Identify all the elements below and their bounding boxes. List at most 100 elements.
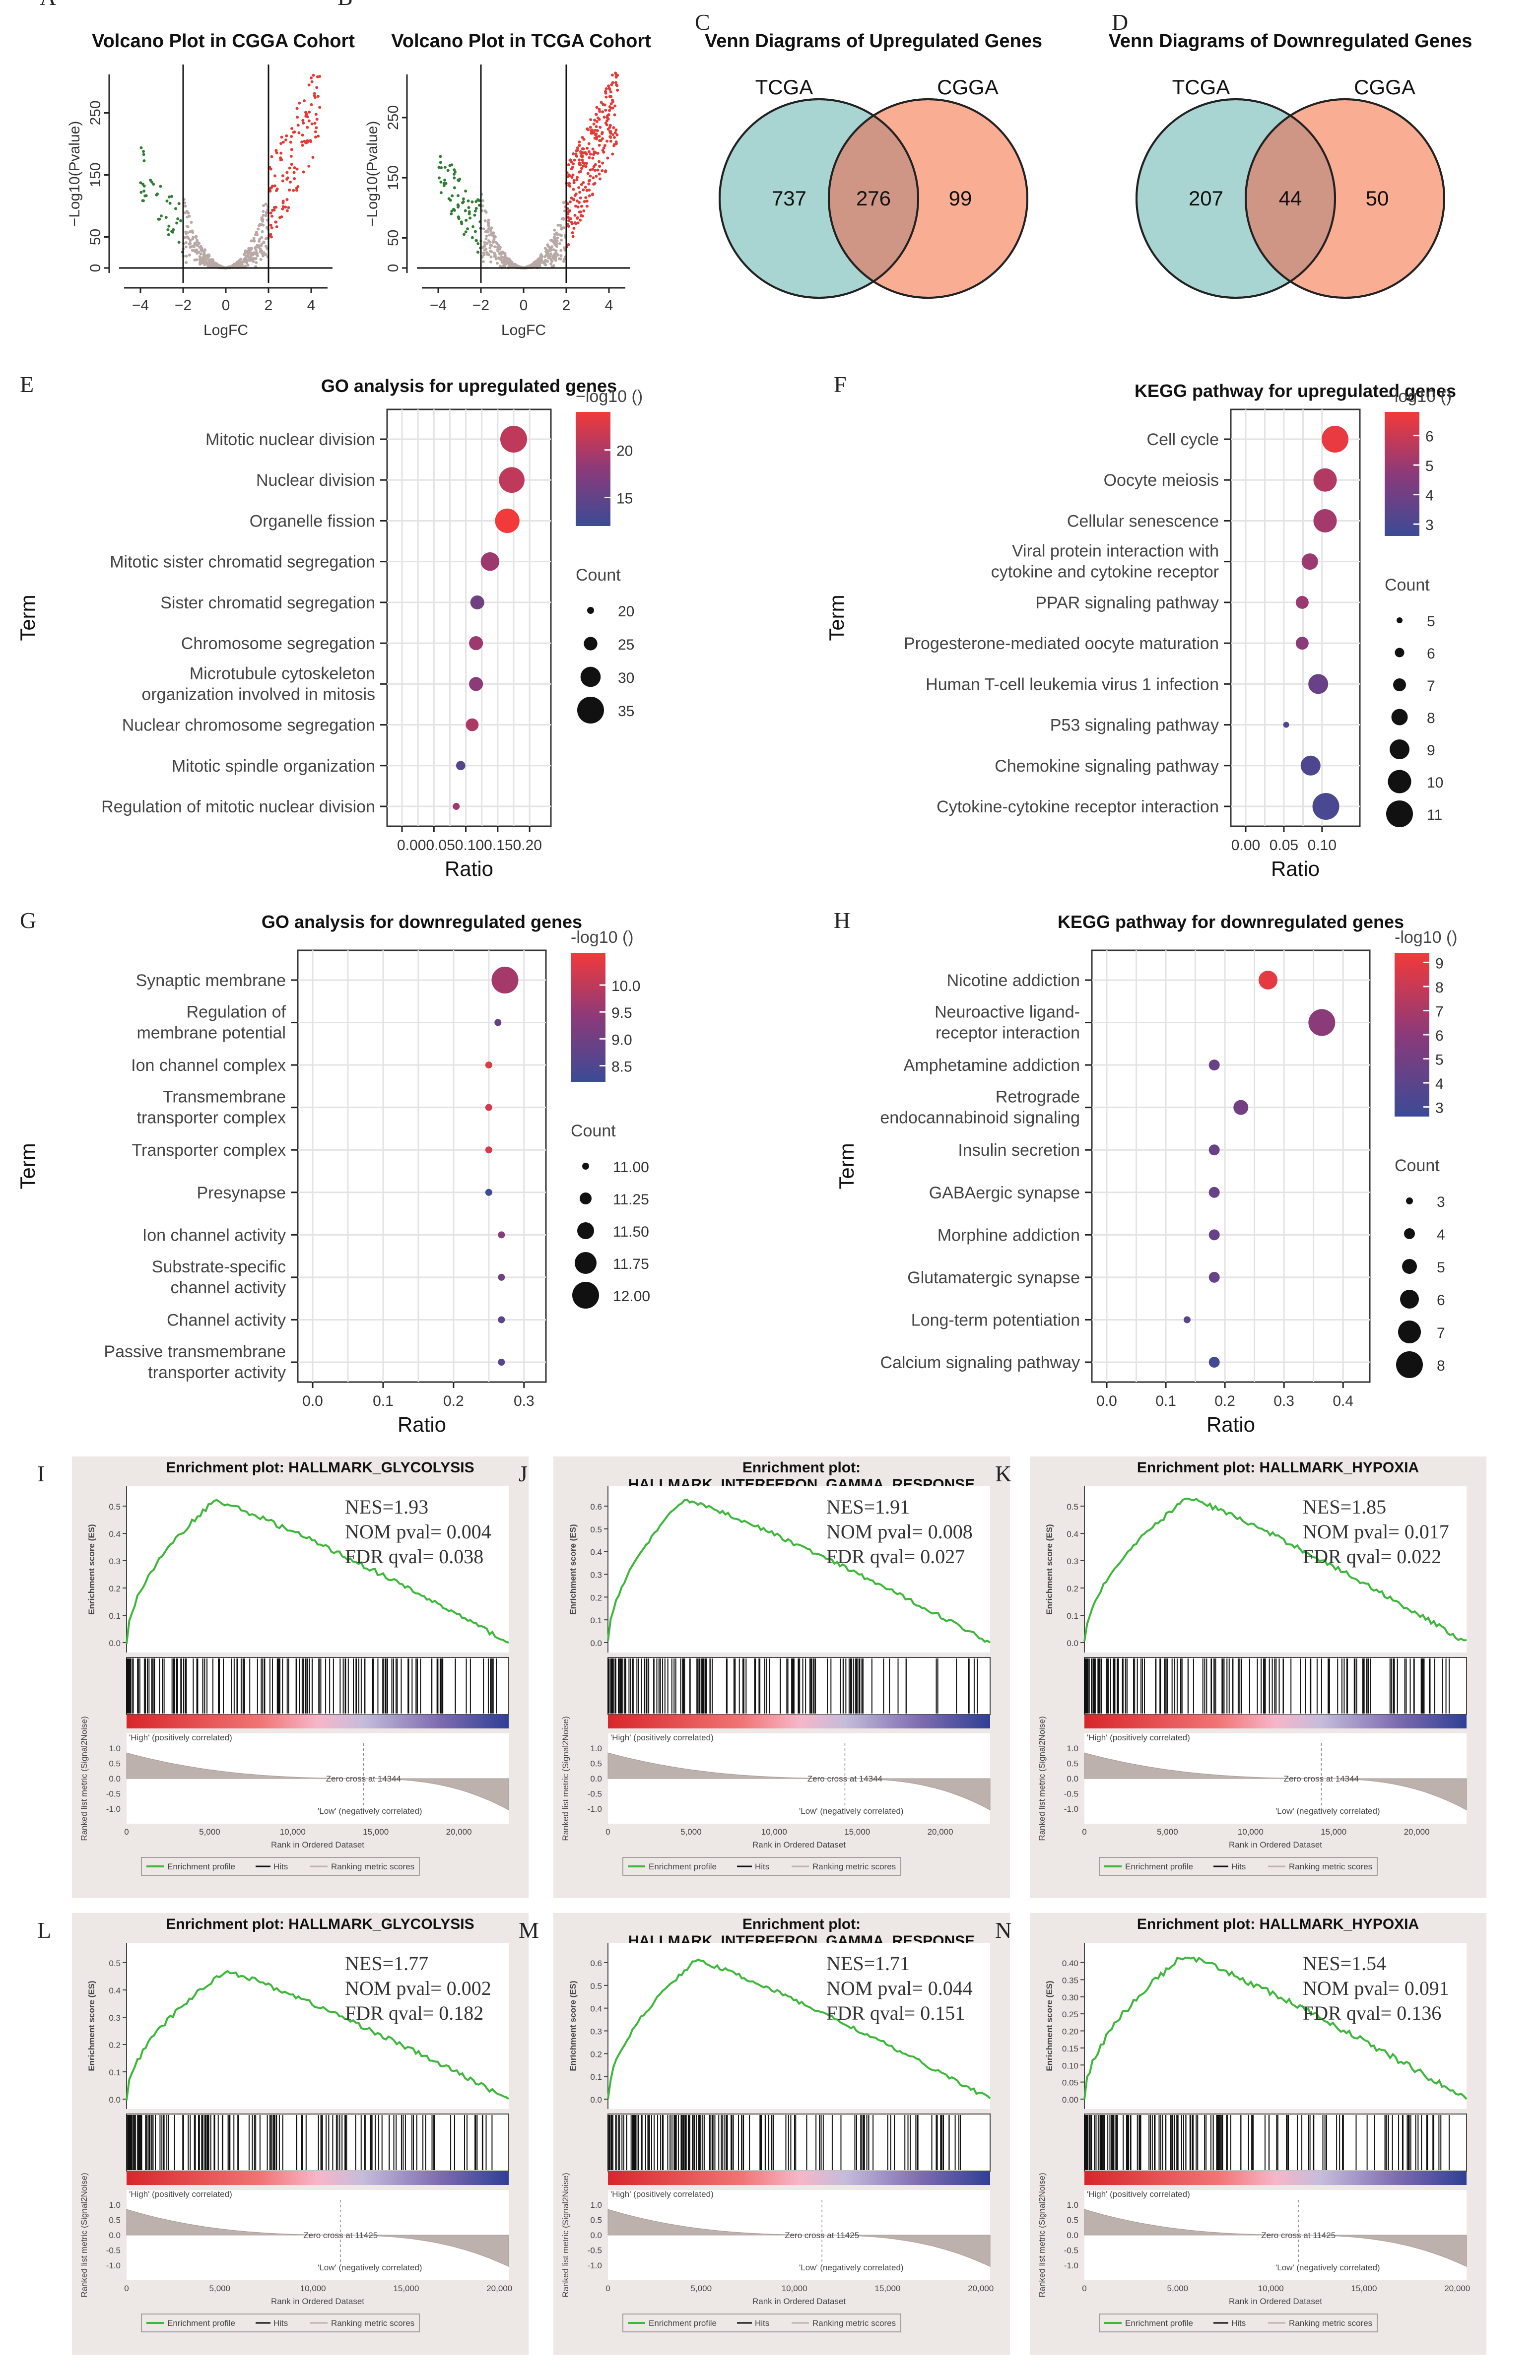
size-legend-dot: [1398, 1321, 1421, 1343]
volcano-point: [439, 161, 442, 164]
colorbar-tick-label: 8.5: [611, 1059, 632, 1075]
volcano-point: [186, 235, 189, 239]
volcano-point: [553, 240, 557, 243]
volcano-point: [316, 95, 320, 98]
dot: [1233, 1100, 1249, 1115]
volcano-point: [601, 110, 604, 114]
volcano-point: [284, 138, 287, 142]
volcano-point: [310, 80, 314, 83]
volcano-point: [464, 230, 468, 234]
plot-panel: [1230, 408, 1361, 827]
volcano-point: [583, 162, 586, 165]
legend-profile-label: Enrichment profile: [649, 1862, 717, 1871]
volcano-point: [273, 184, 276, 188]
volcano-point: [451, 194, 454, 198]
volcano-point: [578, 158, 581, 162]
term-label: Cytokine-cytokine receptor interaction: [937, 797, 1219, 816]
volcano-point: [261, 230, 264, 233]
colorbar-tick-label: 3: [1425, 517, 1434, 533]
term-label: Synaptic membrane: [136, 971, 286, 990]
size-legend-dot: [1393, 678, 1406, 691]
volcano-point: [167, 233, 170, 237]
volcano-point: [566, 216, 570, 219]
es-tick-label: 0.0: [590, 1639, 602, 1648]
volcano-point: [142, 159, 146, 162]
metric-tick-label: 0.0: [109, 2231, 121, 2240]
es-tick-label: 0.0: [1067, 1639, 1078, 1648]
fdr-qval: FDR qval= 0.136: [1303, 2002, 1441, 2024]
y-tick-label: 250: [87, 100, 104, 125]
colorbar-title: -log10 (): [1395, 928, 1458, 947]
gsea-K: K Enrichment plot: HALLMARK_HYPOXIA 0.5 0.4…: [995, 1456, 1486, 1898]
enrichment-curve: [1083, 1956, 1468, 2100]
volcano-point: [269, 211, 272, 215]
es-tick-label: 0.5: [109, 1959, 121, 1968]
volcano-point: [563, 209, 566, 213]
volcano-point: [467, 199, 470, 202]
volcano-point: [269, 235, 273, 239]
volcano-point: [188, 253, 191, 257]
panel-label: L: [37, 1917, 51, 1943]
size-legend-label: 11: [1427, 807, 1442, 823]
size-legend-dot: [1406, 1197, 1413, 1204]
volcano-point: [559, 257, 563, 261]
volcano-point: [571, 231, 574, 235]
volcano-point: [262, 204, 265, 207]
dot: [480, 552, 500, 571]
rank-tick-label: 20,000: [446, 1827, 472, 1837]
volcano-point: [598, 139, 602, 142]
zero-cross-label: Zero cross at 14344: [807, 1774, 882, 1784]
es-axis-label: Enrichment score (ES): [1045, 1981, 1054, 2071]
volcano-point: [275, 225, 278, 229]
size-legend-dot: [1395, 648, 1405, 658]
term-label-line: Microtubule cytoskeleton: [190, 664, 375, 683]
volcano-point: [175, 221, 179, 225]
size-legend-label: 11.75: [613, 1256, 649, 1272]
volcano-point: [549, 262, 553, 265]
volcano-point: [576, 146, 579, 150]
volcano-point: [572, 198, 575, 201]
term-label: Insulin secretion: [958, 1141, 1080, 1160]
legend-hits-label: Hits: [755, 2318, 769, 2328]
panel-label: E: [20, 372, 34, 397]
metric-tick-label: 1.0: [1067, 1744, 1078, 1753]
metric-tick-label: 1.0: [590, 1744, 602, 1753]
volcano-point: [591, 167, 595, 171]
venn-outline: [1245, 98, 1445, 299]
es-tick-label: 0.2: [109, 1584, 121, 1593]
volcano-point: [471, 225, 475, 228]
volcano-point: [474, 239, 478, 242]
volcano-point: [235, 263, 239, 266]
volcano-point: [578, 210, 581, 214]
volcano-point: [589, 168, 592, 172]
volcano-point: [264, 214, 268, 217]
volcano-point: [487, 253, 490, 257]
y-axis-label: Term: [825, 595, 848, 641]
volcano-point: [483, 209, 487, 213]
rank-tick-label: 0: [1082, 1827, 1086, 1837]
es-tick-label: 0.5: [109, 1502, 121, 1512]
rank-tick-label: 20,000: [1444, 2284, 1470, 2293]
colorbar-tick-label: 9: [1435, 955, 1444, 972]
x-tick-label: −4: [430, 297, 447, 314]
rank-gradient: [127, 1715, 509, 1728]
volcano-point: [142, 190, 146, 193]
volcano-point: [556, 236, 559, 240]
volcano-point: [598, 118, 601, 121]
term-label: Amphetamine addiction: [904, 1056, 1080, 1075]
volcano-point: [295, 189, 299, 192]
volcano-point: [584, 165, 588, 168]
size-legend-dot: [582, 1163, 589, 1170]
colorbar-title: −log10 (): [1385, 387, 1452, 406]
dot: [1313, 468, 1337, 492]
volcano-point: [575, 199, 579, 202]
volcano-point: [168, 195, 171, 198]
volcano-point: [511, 264, 515, 267]
y-axis-label: Term: [16, 595, 39, 641]
volcano-point: [569, 217, 573, 220]
rank-gradient: [127, 2171, 509, 2185]
volcano-point: [141, 150, 145, 153]
volcano-point: [275, 187, 279, 191]
x-tick-label: 0.4: [1333, 1393, 1353, 1409]
volcano-A: A Volcano Plot in CGGA Cohort 0 50 150 250 −4 −…: [40, 0, 355, 338]
